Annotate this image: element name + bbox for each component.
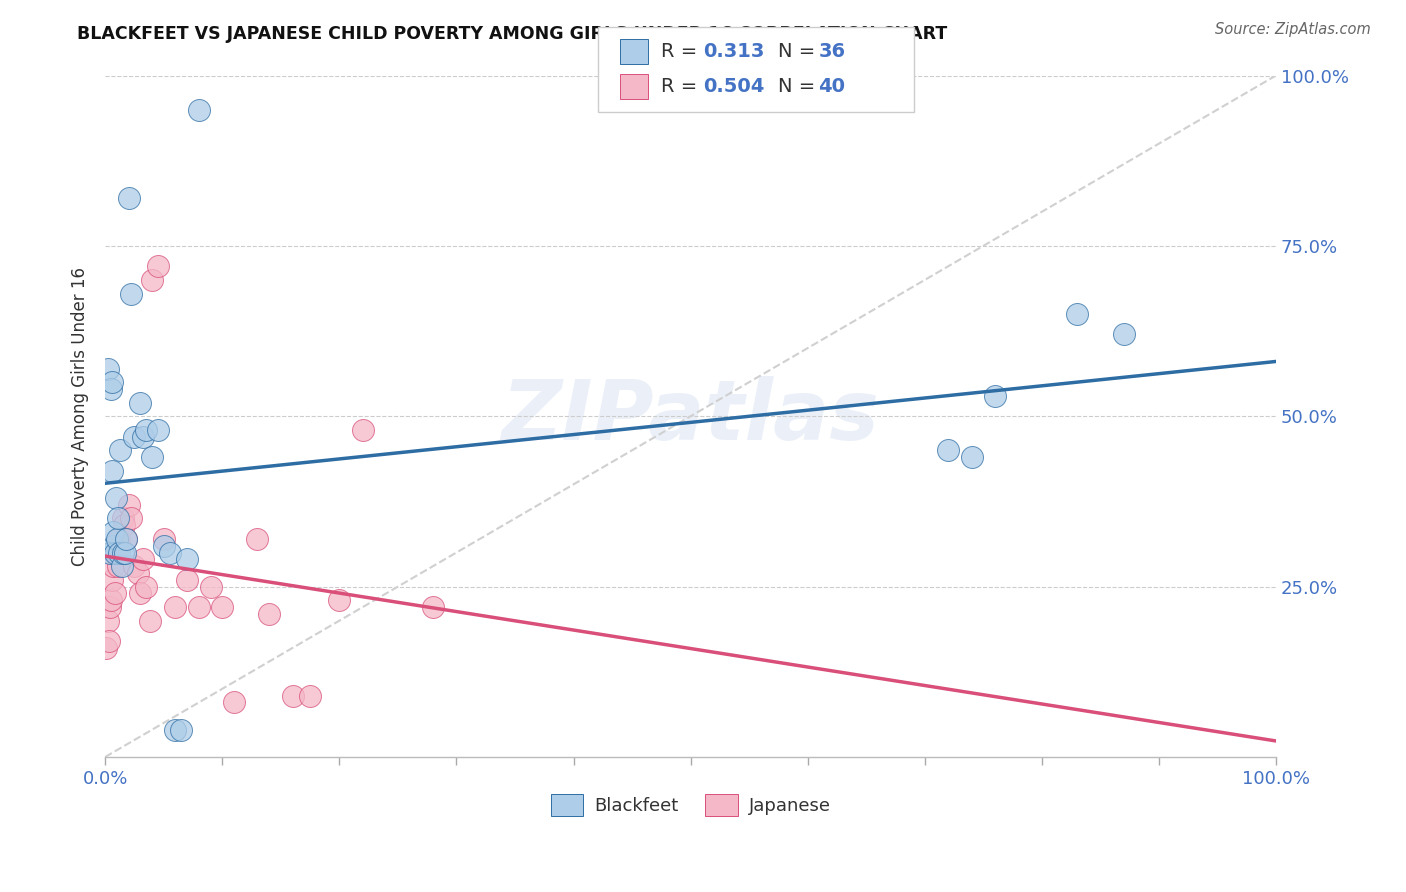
Point	[1066, 307, 1088, 321]
Point	[112, 518, 135, 533]
Text: N =: N =	[778, 42, 821, 62]
Point	[141, 450, 163, 464]
Point	[100, 382, 122, 396]
Y-axis label: Child Poverty Among Girls Under 16: Child Poverty Among Girls Under 16	[72, 267, 89, 566]
Point	[328, 593, 350, 607]
Text: R =: R =	[661, 77, 703, 96]
Point	[108, 532, 131, 546]
Point	[984, 389, 1007, 403]
Point	[246, 532, 269, 546]
Point	[176, 573, 198, 587]
Point	[107, 511, 129, 525]
Point	[299, 689, 322, 703]
Point	[96, 361, 118, 376]
Point	[170, 723, 193, 737]
Text: 0.504: 0.504	[703, 77, 765, 96]
Point	[200, 580, 222, 594]
Point	[103, 586, 125, 600]
Point	[152, 532, 174, 546]
Point	[105, 532, 128, 546]
Point	[124, 430, 146, 444]
Point	[422, 600, 444, 615]
Point	[120, 286, 142, 301]
Text: R =: R =	[661, 42, 703, 62]
Point	[96, 614, 118, 628]
Point	[110, 443, 132, 458]
Point	[187, 600, 209, 615]
Point	[96, 640, 118, 655]
Point	[176, 552, 198, 566]
Point	[105, 545, 128, 559]
Point	[165, 723, 187, 737]
Point	[111, 511, 134, 525]
Point	[103, 539, 125, 553]
Text: BLACKFEET VS JAPANESE CHILD POVERTY AMONG GIRLS UNDER 16 CORRELATION CHART: BLACKFEET VS JAPANESE CHILD POVERTY AMON…	[77, 25, 948, 43]
Point	[141, 273, 163, 287]
Point	[165, 600, 187, 615]
Text: 36: 36	[818, 42, 845, 62]
Point	[1112, 327, 1135, 342]
Point	[110, 559, 132, 574]
Point	[352, 423, 374, 437]
Point	[117, 191, 139, 205]
Point	[211, 600, 233, 615]
Point	[97, 634, 120, 648]
Point	[936, 443, 959, 458]
Point	[107, 559, 129, 574]
Point	[111, 545, 134, 559]
Point	[146, 260, 169, 274]
Point	[129, 586, 152, 600]
Point	[103, 525, 125, 540]
Point	[114, 545, 136, 559]
Point	[98, 600, 121, 615]
Point	[152, 539, 174, 553]
Point	[146, 423, 169, 437]
Point	[108, 545, 131, 559]
Point	[104, 491, 127, 505]
Point	[135, 423, 157, 437]
Text: 0.313: 0.313	[703, 42, 765, 62]
Point	[103, 559, 125, 574]
Point	[98, 545, 121, 559]
Point	[127, 566, 149, 580]
Text: N =: N =	[778, 77, 821, 96]
Point	[101, 464, 124, 478]
Point	[257, 607, 280, 621]
Point	[281, 689, 304, 703]
Point	[124, 559, 146, 574]
Point	[222, 695, 245, 709]
Point	[117, 498, 139, 512]
Text: Source: ZipAtlas.com: Source: ZipAtlas.com	[1215, 22, 1371, 37]
Text: 40: 40	[818, 77, 845, 96]
Point	[129, 395, 152, 409]
Point	[159, 545, 181, 559]
Point	[131, 552, 153, 566]
Point	[100, 593, 122, 607]
Text: ZIPatlas: ZIPatlas	[502, 376, 880, 457]
Legend: Blackfeet, Japanese: Blackfeet, Japanese	[543, 787, 838, 823]
Point	[960, 450, 983, 464]
Point	[138, 614, 160, 628]
Point	[115, 532, 138, 546]
Point	[135, 580, 157, 594]
Point	[115, 532, 138, 546]
Point	[101, 573, 124, 587]
Point	[187, 103, 209, 117]
Point	[110, 539, 132, 553]
Point	[120, 511, 142, 525]
Point	[131, 430, 153, 444]
Point	[104, 545, 127, 559]
Point	[101, 375, 124, 389]
Point	[103, 545, 125, 559]
